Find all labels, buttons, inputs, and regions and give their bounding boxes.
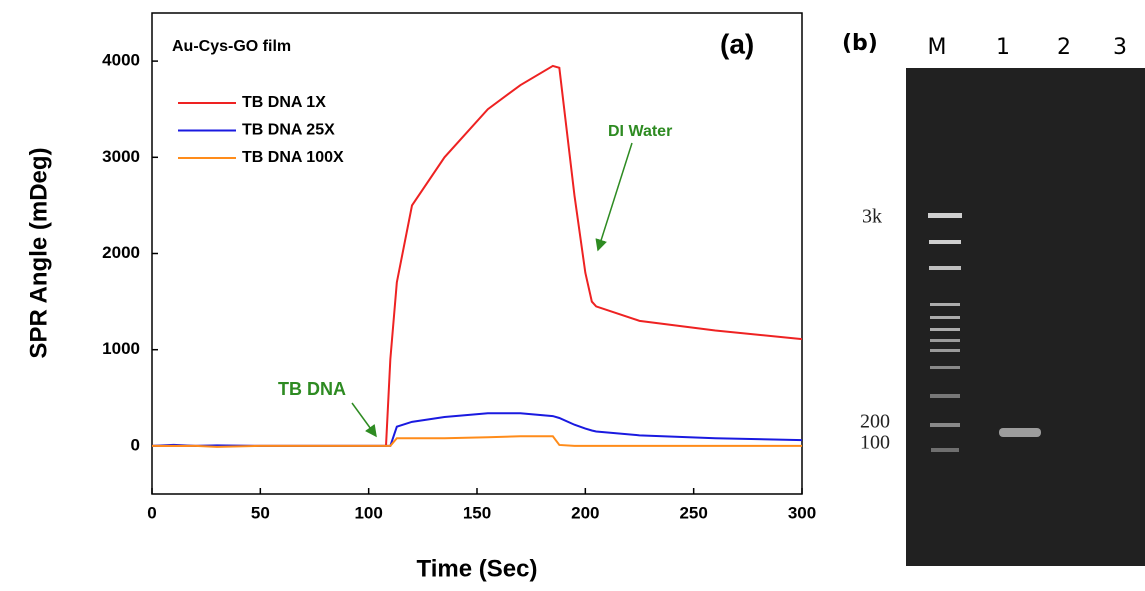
annotation: Au-Cys-GO film — [172, 38, 291, 55]
band — [929, 266, 961, 270]
band — [930, 316, 960, 319]
band — [929, 240, 961, 244]
panel-label: (b) — [842, 31, 878, 56]
x-tick-label: 0 — [147, 503, 156, 522]
legend-label: TB DNA 1X — [242, 94, 326, 111]
x-tick-label: 100 — [354, 503, 382, 522]
series-line — [152, 413, 802, 446]
legend-label: TB DNA 25X — [242, 122, 335, 139]
panel-label: (a) — [720, 28, 754, 59]
arrow — [352, 403, 376, 436]
y-tick-label: 2000 — [102, 243, 140, 262]
marker-label: 200 — [860, 411, 890, 433]
x-tick-label: 200 — [571, 503, 599, 522]
x-axis-title: Time (Sec) — [417, 555, 538, 582]
y-tick-label: 3000 — [102, 147, 140, 166]
x-tick-label: 50 — [251, 503, 270, 522]
x-tick-label: 250 — [679, 503, 707, 522]
plot-frame — [152, 13, 802, 494]
band — [931, 448, 959, 452]
annotation: DI Water — [608, 123, 672, 140]
band — [930, 366, 960, 369]
band — [930, 423, 960, 427]
band — [928, 213, 962, 218]
marker-label: 3k — [862, 206, 882, 228]
band — [930, 303, 960, 306]
y-axis-title: SPR Angle (mDeg) — [25, 147, 52, 358]
y-tick-label: 1000 — [102, 339, 140, 358]
y-tick-label: 0 — [131, 435, 140, 454]
y-tick-label: 4000 — [102, 51, 140, 70]
sample-band — [999, 428, 1041, 437]
lane-label: 1 — [996, 35, 1010, 60]
arrow — [598, 143, 632, 250]
legend-label: TB DNA 100X — [242, 149, 344, 166]
lane-label: 3 — [1113, 35, 1127, 60]
band — [930, 349, 960, 352]
band — [930, 394, 960, 398]
annotation: TB DNA — [278, 379, 346, 399]
x-tick-label: 150 — [463, 503, 491, 522]
lane-label: 2 — [1057, 35, 1071, 60]
marker-label: 100 — [860, 432, 890, 454]
x-tick-label: 300 — [788, 503, 816, 522]
band — [930, 339, 960, 342]
band — [930, 328, 960, 331]
figure: 05010015020025030001000200030004000TB DN… — [0, 0, 1145, 586]
lane-label: M — [928, 35, 947, 60]
gel-panel: (b) M 1 2 3 3k 200 100 — [842, 31, 1145, 566]
